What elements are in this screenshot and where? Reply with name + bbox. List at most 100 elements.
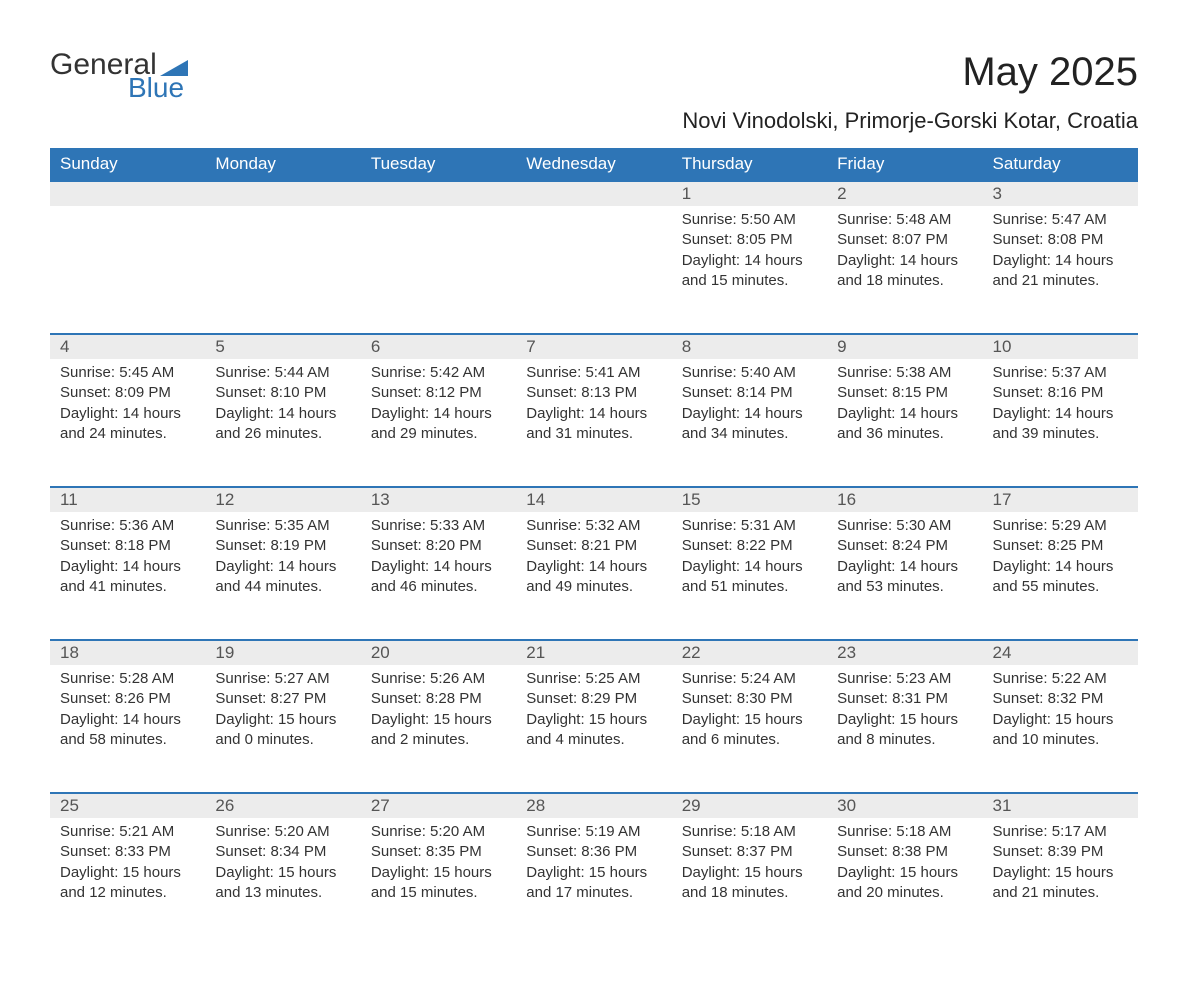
day-content-cell: Sunrise: 5:21 AMSunset: 8:33 PMDaylight:… [50,818,205,946]
sunset-text: Sunset: 8:29 PM [526,689,661,709]
daylight-text: Daylight: 15 hours and 15 minutes. [371,863,506,904]
sunset-text: Sunset: 8:28 PM [371,689,506,709]
day-number-cell: 27 [361,793,516,818]
day-content-cell: Sunrise: 5:18 AMSunset: 8:37 PMDaylight:… [672,818,827,946]
weekday-header: Tuesday [361,148,516,181]
daylight-text: Daylight: 15 hours and 2 minutes. [371,710,506,751]
sunrise-text: Sunrise: 5:44 AM [215,363,350,383]
daylight-text: Daylight: 14 hours and 41 minutes. [60,557,195,598]
location-subtitle: Novi Vinodolski, Primorje-Gorski Kotar, … [50,108,1138,134]
daylight-text: Daylight: 14 hours and 21 minutes. [993,251,1128,292]
day-content-cell: Sunrise: 5:48 AMSunset: 8:07 PMDaylight:… [827,206,982,334]
sunrise-text: Sunrise: 5:36 AM [60,516,195,536]
sunset-text: Sunset: 8:12 PM [371,383,506,403]
sunrise-text: Sunrise: 5:31 AM [682,516,817,536]
day-number-cell: 17 [983,487,1138,512]
sunset-text: Sunset: 8:26 PM [60,689,195,709]
weekday-header-row: SundayMondayTuesdayWednesdayThursdayFrid… [50,148,1138,181]
sunrise-text: Sunrise: 5:26 AM [371,669,506,689]
sunset-text: Sunset: 8:14 PM [682,383,817,403]
day-number-cell: 24 [983,640,1138,665]
day-number-cell: 28 [516,793,671,818]
day-number-cell: 8 [672,334,827,359]
day-content-cell: Sunrise: 5:18 AMSunset: 8:38 PMDaylight:… [827,818,982,946]
sunrise-text: Sunrise: 5:20 AM [371,822,506,842]
day-number-cell: 18 [50,640,205,665]
sunset-text: Sunset: 8:35 PM [371,842,506,862]
day-content-cell: Sunrise: 5:31 AMSunset: 8:22 PMDaylight:… [672,512,827,640]
sunset-text: Sunset: 8:24 PM [837,536,972,556]
day-content-cell: Sunrise: 5:40 AMSunset: 8:14 PMDaylight:… [672,359,827,487]
sunrise-text: Sunrise: 5:23 AM [837,669,972,689]
day-content-cell [361,206,516,334]
sunset-text: Sunset: 8:18 PM [60,536,195,556]
header: General Blue May 2025 [50,50,1138,102]
day-content-cell: Sunrise: 5:44 AMSunset: 8:10 PMDaylight:… [205,359,360,487]
day-content-cell: Sunrise: 5:33 AMSunset: 8:20 PMDaylight:… [361,512,516,640]
day-number-cell: 5 [205,334,360,359]
day-content-cell: Sunrise: 5:38 AMSunset: 8:15 PMDaylight:… [827,359,982,487]
day-number-row: 123 [50,181,1138,206]
sunrise-text: Sunrise: 5:37 AM [993,363,1128,383]
sunset-text: Sunset: 8:16 PM [993,383,1128,403]
sunset-text: Sunset: 8:13 PM [526,383,661,403]
daylight-text: Daylight: 15 hours and 8 minutes. [837,710,972,751]
daylight-text: Daylight: 14 hours and 49 minutes. [526,557,661,598]
day-number-cell: 7 [516,334,671,359]
day-number-cell: 9 [827,334,982,359]
sunrise-text: Sunrise: 5:45 AM [60,363,195,383]
sunrise-text: Sunrise: 5:30 AM [837,516,972,536]
daylight-text: Daylight: 14 hours and 18 minutes. [837,251,972,292]
sunrise-text: Sunrise: 5:28 AM [60,669,195,689]
page-title: May 2025 [962,50,1138,95]
day-number-cell [516,181,671,206]
logo-arrow-icon [160,52,188,82]
day-content-cell: Sunrise: 5:24 AMSunset: 8:30 PMDaylight:… [672,665,827,793]
daylight-text: Daylight: 14 hours and 26 minutes. [215,404,350,445]
day-number-row: 45678910 [50,334,1138,359]
sunset-text: Sunset: 8:36 PM [526,842,661,862]
sunrise-text: Sunrise: 5:18 AM [837,822,972,842]
daylight-text: Daylight: 15 hours and 6 minutes. [682,710,817,751]
sunset-text: Sunset: 8:27 PM [215,689,350,709]
day-content-cell: Sunrise: 5:25 AMSunset: 8:29 PMDaylight:… [516,665,671,793]
sunset-text: Sunset: 8:08 PM [993,230,1128,250]
day-content-cell: Sunrise: 5:28 AMSunset: 8:26 PMDaylight:… [50,665,205,793]
day-content-cell: Sunrise: 5:41 AMSunset: 8:13 PMDaylight:… [516,359,671,487]
sunrise-text: Sunrise: 5:25 AM [526,669,661,689]
daylight-text: Daylight: 14 hours and 46 minutes. [371,557,506,598]
sunset-text: Sunset: 8:05 PM [682,230,817,250]
sunset-text: Sunset: 8:33 PM [60,842,195,862]
daylight-text: Daylight: 14 hours and 36 minutes. [837,404,972,445]
day-content-row: Sunrise: 5:21 AMSunset: 8:33 PMDaylight:… [50,818,1138,946]
day-number-cell [50,181,205,206]
day-number-cell: 6 [361,334,516,359]
day-content-cell: Sunrise: 5:30 AMSunset: 8:24 PMDaylight:… [827,512,982,640]
weekday-header: Thursday [672,148,827,181]
sunrise-text: Sunrise: 5:17 AM [993,822,1128,842]
sunrise-text: Sunrise: 5:32 AM [526,516,661,536]
sunrise-text: Sunrise: 5:24 AM [682,669,817,689]
sunrise-text: Sunrise: 5:35 AM [215,516,350,536]
sunset-text: Sunset: 8:30 PM [682,689,817,709]
daylight-text: Daylight: 14 hours and 44 minutes. [215,557,350,598]
sunset-text: Sunset: 8:37 PM [682,842,817,862]
sunrise-text: Sunrise: 5:22 AM [993,669,1128,689]
sunset-text: Sunset: 8:19 PM [215,536,350,556]
daylight-text: Daylight: 14 hours and 55 minutes. [993,557,1128,598]
day-number-cell: 10 [983,334,1138,359]
sunset-text: Sunset: 8:20 PM [371,536,506,556]
sunrise-text: Sunrise: 5:27 AM [215,669,350,689]
day-number-cell: 3 [983,181,1138,206]
sunset-text: Sunset: 8:07 PM [837,230,972,250]
day-number-row: 25262728293031 [50,793,1138,818]
daylight-text: Daylight: 15 hours and 18 minutes. [682,863,817,904]
daylight-text: Daylight: 15 hours and 21 minutes. [993,863,1128,904]
daylight-text: Daylight: 15 hours and 20 minutes. [837,863,972,904]
daylight-text: Daylight: 15 hours and 12 minutes. [60,863,195,904]
day-number-cell: 2 [827,181,982,206]
daylight-text: Daylight: 14 hours and 51 minutes. [682,557,817,598]
day-content-cell: Sunrise: 5:50 AMSunset: 8:05 PMDaylight:… [672,206,827,334]
day-number-cell: 29 [672,793,827,818]
sunrise-text: Sunrise: 5:47 AM [993,210,1128,230]
